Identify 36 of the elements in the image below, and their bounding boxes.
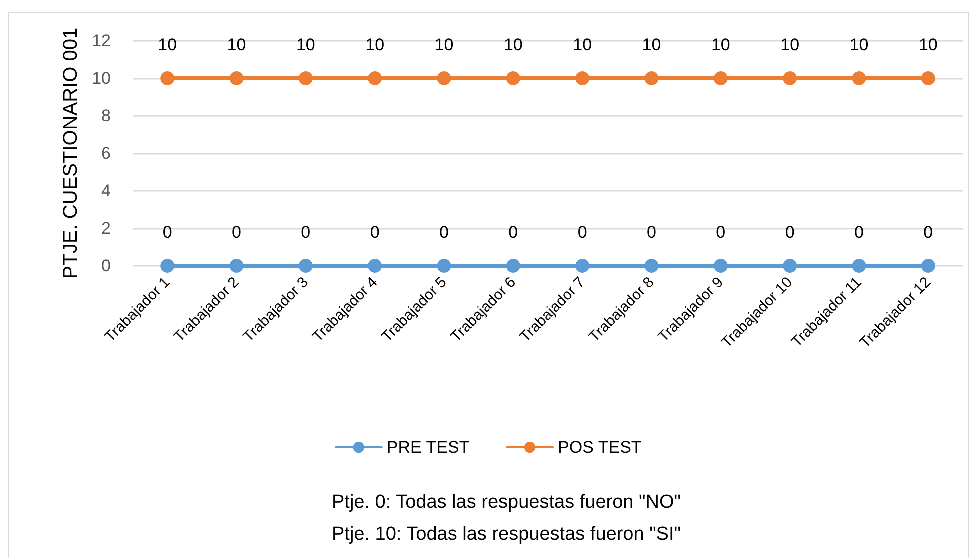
text: Ptje. 0: Todas las respuestas fueron "NO" [332, 492, 681, 513]
data-label: 0 [508, 223, 518, 242]
data-label: 10 [434, 36, 454, 54]
y-tick-label: 2 [102, 219, 111, 238]
data-label: 10 [573, 36, 592, 54]
y-tick-label: 10 [92, 69, 111, 88]
data-label: 0 [232, 223, 242, 242]
data-label: 10 [296, 36, 316, 54]
data-label: 0 [440, 223, 449, 242]
y-tick-label: 4 [102, 182, 111, 200]
data-label: 0 [578, 223, 588, 242]
data-label: 0 [854, 223, 864, 242]
data-label: 0 [301, 223, 311, 242]
data-label: 0 [647, 223, 656, 242]
legend-label: PRE TEST [386, 438, 470, 457]
data-label: 0 [162, 223, 172, 242]
y-tick-label: 0 [102, 256, 111, 276]
data-label: 0 [370, 223, 380, 242]
data-label: 10 [158, 36, 178, 54]
data-label: 0 [785, 223, 795, 242]
y-tick-label: 12 [92, 32, 111, 50]
data-label: 10 [711, 36, 730, 54]
data-label: 10 [850, 36, 869, 54]
y-tick-label: 8 [102, 106, 111, 126]
y-axis-title: PTJE. CUESTIONARIO 001 [60, 28, 82, 280]
data-label: 10 [227, 36, 246, 54]
legend-label: POS TEST [558, 438, 642, 457]
data-label: 0 [716, 223, 726, 242]
data-label: 10 [642, 36, 662, 54]
data-label: 10 [780, 36, 800, 54]
y-tick-label: 6 [102, 144, 111, 163]
data-label: 10 [366, 36, 385, 54]
data-label: 10 [918, 36, 938, 54]
data-label: 0 [924, 223, 934, 242]
text: Ptje. 10: Todas las respuestas fueron "SI" [332, 524, 682, 545]
data-label: 10 [504, 36, 523, 54]
